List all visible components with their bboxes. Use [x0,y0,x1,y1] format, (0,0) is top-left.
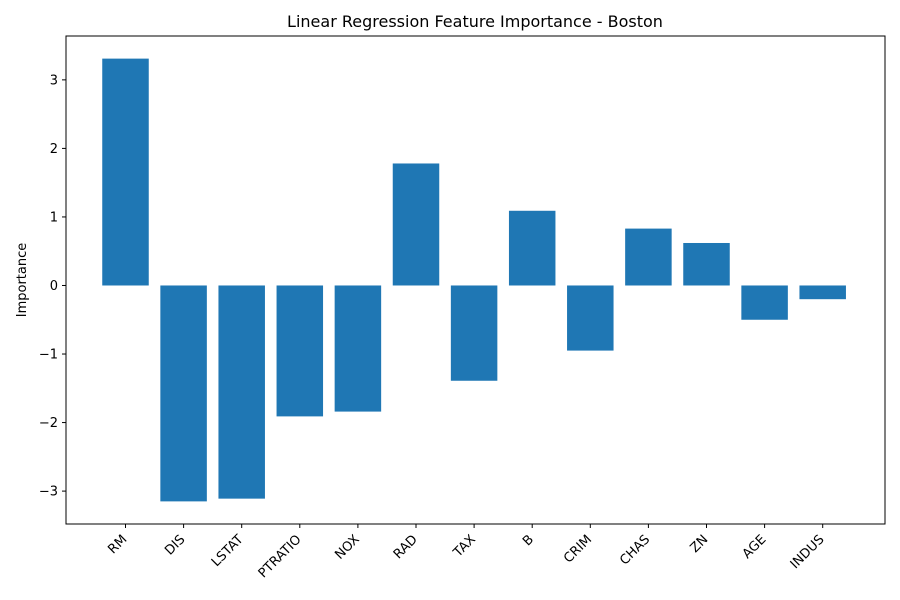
x-tick-label: INDUS [788,532,828,572]
x-tick-label: PTRATIO [256,532,305,581]
bar-rad [392,163,440,286]
x-tick-label: ZN [688,532,712,556]
plot-frame [65,35,886,525]
bar-chas [625,228,672,286]
y-tick-label: 1 [50,210,58,225]
x-ticks-group: RM DIS LSTAT PTRATIO NOX RAD TAX B CRIM CHAS ZN AGE… [105,524,828,581]
bar-age [741,285,788,320]
x-tick-label: B [520,532,537,549]
y-tick-label: 2 [50,142,58,157]
bar-zn [683,242,730,286]
bars-group [102,58,846,502]
y-tick-label: −3 [39,485,58,500]
x-tick-label: RAD [391,532,421,562]
y-tick-label: 0 [50,279,58,294]
x-tick-label: CRIM [561,532,595,566]
bar-nox [334,285,382,412]
y-tick-label: −1 [39,348,58,363]
x-tick-label: NOX [332,532,362,562]
bar-indus [799,285,846,300]
x-tick-label: CHAS [617,532,653,568]
y-axis-label: Importance [15,243,30,318]
y-ticks-group: −3 −2 −1 0 1 2 3 [39,73,66,500]
x-tick-label: DIS [162,532,188,558]
bar-lstat [218,285,265,499]
chart-title: Linear Regression Feature Importance - B… [287,12,663,31]
y-tick-label: 3 [50,73,58,88]
y-tick-label: −2 [39,416,58,431]
bar-dis [160,285,207,502]
x-tick-label: AGE [740,532,770,562]
x-tick-label: RM [105,532,130,557]
x-tick-label: LSTAT [209,532,247,570]
bar-b [508,210,556,286]
bar-ptratio [276,285,324,417]
bar-crim [567,285,614,351]
bar-tax [450,285,498,381]
x-tick-label: TAX [450,532,479,561]
bar-rm [102,58,149,286]
